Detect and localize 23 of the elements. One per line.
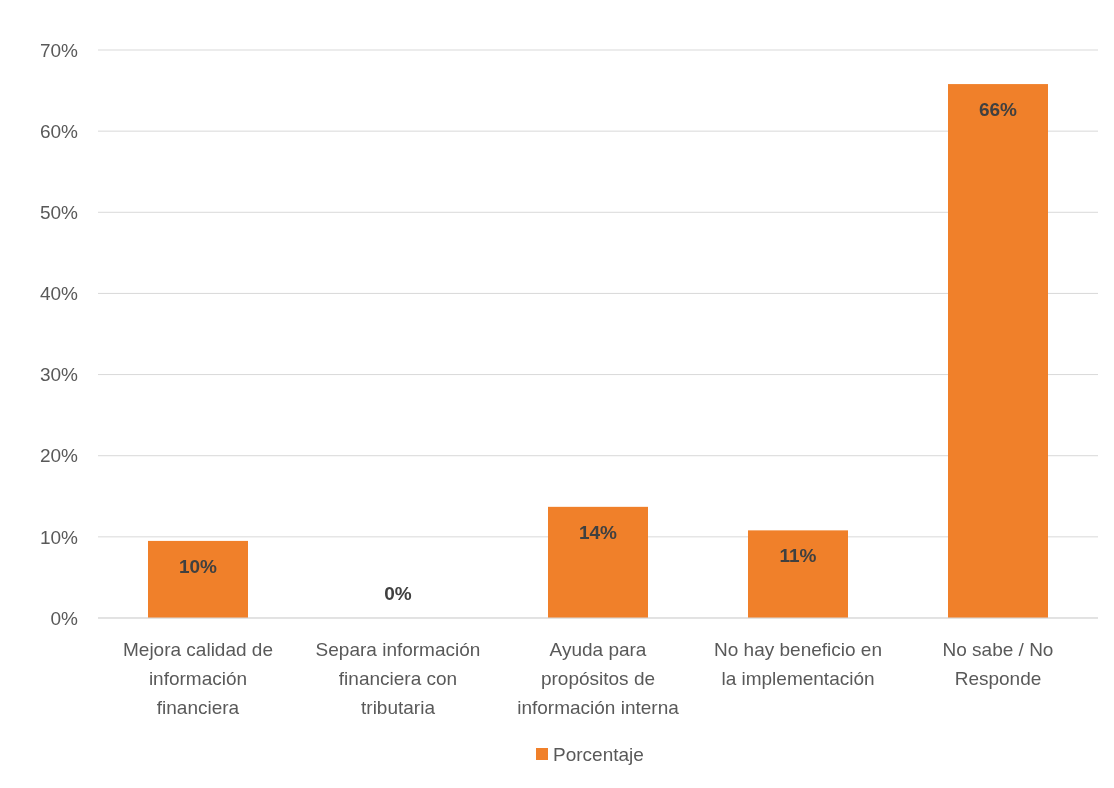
x-tick-label: Mejora calidad de información financiera [123, 639, 273, 718]
data-label: 11% [779, 545, 817, 567]
data-label: 66% [978, 99, 1018, 121]
bar [148, 540, 248, 618]
x-tick-label: Separa información financiera con tributaria [315, 639, 481, 718]
x-tick-label: No sabe / No Responde [942, 639, 1054, 689]
bar [748, 530, 848, 618]
data-label: 14% [578, 521, 618, 543]
y-tick-label: 70% [39, 39, 79, 61]
y-tick-label: 60% [39, 120, 79, 142]
y-tick-label: 30% [39, 364, 79, 386]
y-tick-label: 50% [39, 201, 79, 223]
data-label: 10% [178, 555, 218, 577]
bar [948, 84, 1048, 618]
data-label: 0% [384, 583, 412, 604]
y-tick-label: 0% [50, 607, 79, 629]
y-tick-label: 20% [39, 445, 79, 467]
x-tick-label: No hay beneficio en la implementación [714, 639, 882, 689]
y-tick-label: 10% [39, 526, 79, 548]
y-tick-label: 40% [39, 283, 79, 305]
legend-label: Porcentaje [553, 743, 644, 765]
bar [548, 506, 648, 618]
x-tick-label: Ayuda para propósitos de información interna [517, 639, 680, 718]
